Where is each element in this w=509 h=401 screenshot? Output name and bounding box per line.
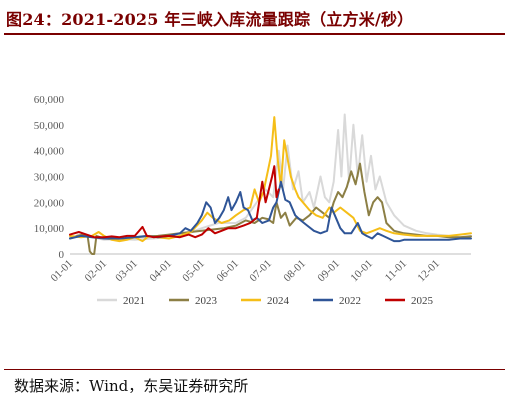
y-tick-label: 20,000 [34, 197, 65, 209]
y-tick-label: 40,000 [34, 146, 65, 158]
legend-label-2025: 2025 [411, 295, 434, 307]
x-tick-label: 09-01 [315, 258, 342, 285]
line-chart: 0 10,000 20,000 30,000 40,000 50,000 60,000 01-… [34, 94, 472, 307]
source-note: 数据来源：Wind，东吴证券研究所 [14, 377, 249, 395]
series-line-2022 [69, 180, 472, 243]
title-bar: 图24：2021-2025 年三峡入库流量跟踪（立方米/秒） [0, 0, 509, 38]
legend-label-2024: 2024 [267, 295, 290, 307]
x-tick-label: 11-01 [383, 258, 409, 284]
x-tick-label: 03-01 [113, 258, 140, 285]
x-tick-label: 08-01 [281, 258, 308, 285]
y-tick-label: 50,000 [34, 120, 65, 132]
y-tick-label: 10,000 [34, 223, 65, 235]
series-line-2024 [69, 116, 472, 243]
x-tick-label: 07-01 [247, 258, 274, 285]
y-tick-label: 30,000 [34, 172, 65, 184]
title-rule [4, 33, 505, 35]
y-tick-label: 0 [59, 249, 65, 261]
y-tick-label: 60,000 [34, 94, 65, 106]
x-tick-label: 01-01 [48, 258, 75, 285]
figure-title: 图24：2021-2025 年三峡入库流量跟踪（立方米/秒） [6, 10, 414, 29]
source-rule [4, 369, 505, 370]
legend-label-2022: 2022 [339, 295, 361, 307]
series-line-2021 [69, 113, 472, 241]
x-tick-label: 05-01 [180, 258, 207, 285]
x-tick-label: 10-01 [348, 258, 375, 285]
series-line-2025 [69, 165, 280, 239]
legend-label-2023: 2023 [195, 295, 218, 307]
x-tick-label: 02-01 [83, 258, 110, 285]
x-tick-label: 12-01 [415, 258, 442, 285]
legend-label-2021: 2021 [123, 295, 145, 307]
x-tick-label: 06-01 [214, 258, 241, 285]
x-tick-label: 04-01 [147, 258, 174, 285]
